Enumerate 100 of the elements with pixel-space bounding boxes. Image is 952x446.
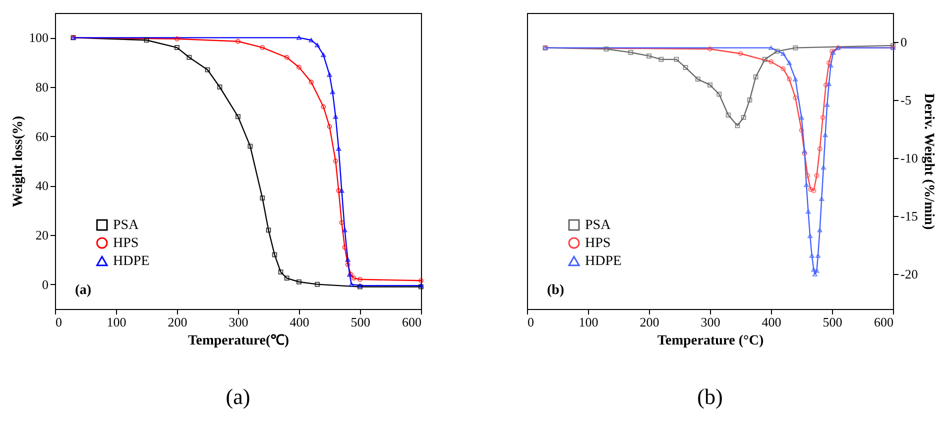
point	[248, 144, 253, 149]
y2-tick-label: -15	[900, 208, 918, 224]
point	[351, 276, 356, 281]
point	[812, 272, 818, 276]
point	[144, 38, 149, 43]
point	[345, 257, 350, 262]
point	[308, 38, 314, 42]
point	[762, 56, 768, 62]
point	[708, 46, 712, 52]
point	[308, 80, 314, 85]
x-tick-label: 0	[528, 314, 534, 330]
legend-label: HPS	[585, 236, 611, 251]
point	[708, 82, 712, 88]
annotation: (b)	[547, 283, 564, 298]
point	[333, 114, 338, 119]
point	[314, 42, 320, 48]
point	[811, 188, 816, 194]
y2-tick-label: -20	[900, 266, 918, 282]
point	[792, 95, 798, 100]
legend-label: PSA	[113, 218, 140, 233]
point	[814, 268, 820, 273]
x-tick-label: 500	[822, 314, 842, 330]
point	[327, 72, 332, 77]
point	[824, 102, 830, 107]
point	[820, 165, 826, 170]
legend-label: HPS	[113, 236, 139, 251]
x-tick-label: 400	[290, 314, 310, 330]
point	[823, 82, 828, 88]
y2-tick-label: -5	[900, 92, 912, 108]
point	[890, 43, 896, 48]
point	[822, 132, 828, 138]
point	[236, 114, 240, 120]
point	[799, 115, 804, 120]
x-tick-label: 300	[700, 314, 720, 330]
x-axis-title: Temperature(℃)	[188, 334, 290, 348]
point	[336, 146, 342, 151]
point	[333, 158, 338, 164]
point	[272, 252, 278, 258]
point	[336, 188, 342, 194]
point	[826, 60, 832, 66]
point	[741, 114, 746, 120]
point	[217, 84, 222, 90]
point	[186, 54, 192, 60]
point	[734, 123, 740, 128]
x-tick-label: 200	[168, 314, 188, 330]
x-tick-label: 0	[56, 314, 62, 330]
point	[774, 48, 780, 54]
point	[809, 253, 814, 258]
point	[236, 38, 240, 44]
point	[804, 182, 809, 188]
point	[327, 124, 332, 129]
x-tick-label: 400	[762, 314, 782, 330]
x-tick-label: 600	[874, 314, 894, 330]
point	[342, 244, 348, 250]
point	[747, 98, 752, 103]
point	[330, 90, 336, 94]
point	[817, 146, 822, 152]
point	[628, 50, 634, 55]
point	[738, 51, 743, 56]
point	[786, 76, 792, 82]
text: (b)	[697, 384, 723, 409]
legend-label: HDPE	[585, 254, 622, 269]
point	[716, 92, 722, 97]
point	[260, 45, 265, 50]
point	[780, 51, 786, 56]
point	[266, 228, 271, 233]
point	[320, 52, 326, 58]
point	[604, 46, 609, 52]
point	[811, 267, 816, 272]
point	[808, 186, 814, 192]
point	[296, 35, 302, 40]
point	[828, 63, 834, 68]
point	[792, 76, 798, 82]
text: (a)	[226, 384, 250, 409]
point	[348, 282, 354, 287]
legend-label: PSA	[585, 218, 612, 233]
y-tick-label: 40	[36, 178, 48, 194]
x-tick-label: 100	[106, 314, 126, 330]
point	[358, 276, 362, 282]
y-tick-label: 0	[42, 276, 48, 292]
point	[826, 82, 832, 86]
point	[342, 228, 348, 232]
point	[780, 66, 786, 72]
point	[815, 253, 820, 258]
point	[753, 74, 758, 80]
y-tick-label: 60	[36, 128, 48, 144]
annotation: (a)	[75, 283, 92, 298]
point	[339, 188, 344, 193]
point	[802, 148, 808, 154]
point	[320, 104, 326, 110]
point	[806, 209, 811, 214]
point	[808, 234, 813, 238]
point	[674, 56, 679, 62]
point	[658, 56, 664, 62]
y-tick-label: 100	[29, 30, 48, 46]
point	[284, 54, 290, 60]
point	[345, 262, 350, 268]
y-tick-label: 20	[36, 228, 48, 242]
point	[174, 45, 180, 50]
legend-label: HDPE	[113, 254, 150, 269]
